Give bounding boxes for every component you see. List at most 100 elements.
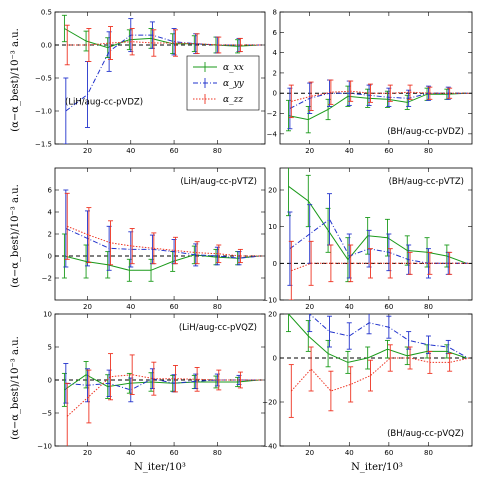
y-tick-label: −20 (262, 399, 277, 407)
y-tick-label: −4 (267, 130, 278, 138)
panel-2: 20 40 60 80 −2 0 2 4 6 (LiH/aug-cc-pVTZ) (42, 167, 266, 311)
series-line-yy (65, 378, 261, 391)
xlabel-right: N_iter/10³ (351, 462, 403, 473)
ylabel-row-1: (α−α_best)/10⁻³ a.u. (10, 184, 21, 287)
series-line-yy (65, 34, 261, 112)
legend-label-yy: α_yy (223, 79, 245, 89)
x-tick-label: 20 (305, 449, 314, 457)
series-line-xx (288, 92, 467, 121)
series-line-yy (309, 314, 469, 359)
y-tick-label: −2 (267, 110, 277, 118)
legend-label-zz: α_zz (223, 95, 243, 105)
x-tick-label: 20 (305, 303, 314, 311)
y-tick-label: 4 (273, 49, 278, 57)
series-line-xx (64, 374, 260, 391)
panel-annotation: (LiH/aug-cc-pVDZ) (65, 97, 143, 107)
series-line-zz (66, 374, 263, 417)
x-tick-label: 60 (384, 303, 393, 311)
plot-frame (279, 167, 473, 301)
panel-annotation: (BH/aug-cc-pVDZ) (387, 127, 464, 137)
y-tick-label: −1.0 (35, 108, 52, 116)
panel-annotation: (BH/aug-cc-pVQZ) (387, 429, 464, 439)
x-tick-label: 80 (424, 303, 433, 311)
y-tick-label: 6 (273, 29, 278, 37)
x-tick-label: 80 (213, 147, 222, 155)
x-tick-label: 40 (345, 147, 354, 155)
y-tick-label: 0 (48, 253, 52, 261)
series-group (61, 14, 263, 144)
y-tick-label: 10 (268, 223, 277, 231)
series-line-xx (64, 254, 260, 271)
x-tick-label: 40 (126, 303, 135, 311)
plot-frame (279, 313, 473, 447)
panel-4: 20 40 60 80 −10 −5 0 5 10 (LiH/aug-cc-pVQZ) (37, 311, 266, 457)
y-tick-label: 20 (268, 187, 277, 195)
y-tick-label: −10 (262, 297, 277, 305)
y-tick-label: 5 (48, 344, 52, 352)
series-group (61, 189, 263, 282)
x-tick-label: 80 (424, 147, 433, 155)
legend-box (186, 55, 260, 111)
y-tick-label: −40 (262, 443, 277, 451)
y-tick-label: 6 (48, 187, 53, 195)
series-line-zz (290, 357, 470, 392)
panel-0: 20 40 60 80 −1.5 −1.0 −0.5 0.0 0.5 (LiH/aug-cc-pV… (35, 9, 266, 155)
x-tick-label: 60 (170, 303, 179, 311)
series-line-zz (291, 90, 470, 102)
plot-frame (279, 11, 473, 145)
y-tick-label: 2 (273, 69, 277, 77)
y-tick-label: 0 (48, 377, 52, 385)
y-tick-label: 20 (268, 311, 277, 319)
x-tick-label: 80 (213, 449, 222, 457)
x-tick-label: 40 (126, 147, 135, 155)
panel-5: 20 40 60 80 −40 −20 0 20 (BH/aug-cc-pVQZ) (262, 311, 473, 457)
x-tick-label: 60 (384, 449, 393, 457)
x-tick-label: 20 (305, 147, 314, 155)
x-tick-label: 40 (126, 449, 135, 457)
y-tick-label: 10 (43, 311, 52, 319)
x-tick-label: 40 (345, 303, 354, 311)
panel-annotation: (LiH/aug-cc-pVQZ) (179, 323, 257, 333)
panel-annotation: (LiH/aug-cc-pVTZ) (180, 177, 257, 187)
y-tick-label: −2 (42, 275, 52, 283)
ylabel-row-0: (α−α_best)/10⁻³ a.u. (10, 28, 21, 131)
panel-3: 20 40 60 80 −10 0 10 20 (BH/aug-cc-pVTZ) (262, 167, 473, 311)
x-tick-label: 60 (170, 449, 179, 457)
series-group (285, 79, 470, 134)
x-tick-label: 60 (170, 147, 179, 155)
series-group (61, 353, 263, 446)
series-line-xx (64, 28, 260, 49)
legend-label-xx: α_xx (223, 63, 244, 73)
series-group (285, 314, 470, 418)
series-line-xx (288, 314, 467, 363)
x-tick-label: 20 (83, 449, 92, 457)
y-tick-label: 0.0 (41, 42, 52, 50)
y-tick-label: −1.5 (35, 141, 52, 149)
x-tick-label: 20 (83, 303, 92, 311)
y-tick-label: −10 (37, 443, 52, 451)
y-tick-label: 2 (48, 231, 52, 239)
y-tick-label: 0 (273, 90, 277, 98)
y-tick-label: 0 (273, 355, 277, 363)
ylabel-row-2: (α−α_best)/10⁻³ a.u. (10, 336, 21, 439)
y-tick-label: 8 (273, 9, 277, 17)
x-tick-label: 40 (345, 449, 354, 457)
panel-annotation: (BH/aug-cc-pVTZ) (389, 177, 464, 187)
x-tick-label: 80 (424, 449, 433, 457)
y-tick-label: 0 (273, 260, 277, 268)
series-line-xx (288, 185, 467, 264)
series-line-zz (67, 225, 263, 257)
xlabel-left: N_iter/10³ (134, 462, 186, 473)
x-tick-label: 20 (83, 147, 92, 155)
x-tick-label: 80 (213, 303, 222, 311)
series-line-zz (291, 262, 470, 272)
y-tick-label: −0.5 (35, 75, 52, 83)
series-line-zz (67, 41, 263, 46)
y-tick-label: 0.5 (41, 9, 52, 17)
plot-frame (54, 167, 266, 301)
series-line-yy (65, 228, 261, 259)
y-tick-label: 4 (48, 209, 53, 217)
x-tick-label: 60 (384, 147, 393, 155)
series-group (285, 168, 470, 300)
